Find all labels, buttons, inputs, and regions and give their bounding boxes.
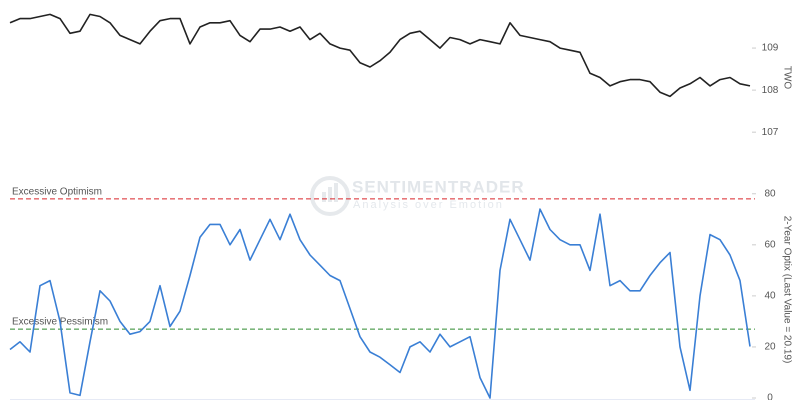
data-line <box>9 13 751 98</box>
y-tick-label: 60 <box>764 239 776 250</box>
y-tick-label: 0 <box>767 393 773 400</box>
y-tick-label: 108 <box>762 85 779 96</box>
y-axis-label: TWO <box>781 66 792 90</box>
y-tick-label: 80 <box>764 188 776 199</box>
watermark-title: SENTIMENTRADER <box>352 177 525 196</box>
y-tick-label: 109 <box>762 43 779 54</box>
y-axis-label: 2-Year Optix (Last Value = 20.19) <box>781 216 792 364</box>
y-tick-label: 107 <box>762 127 779 138</box>
watermark-logo <box>310 176 350 216</box>
threshold-label: Excessive Optimism <box>12 187 102 198</box>
y-tick-label: 40 <box>764 291 776 302</box>
data-line <box>9 208 751 399</box>
watermark-subtitle: Analysis over Emotion <box>353 199 504 211</box>
y-tick-label: 20 <box>764 342 776 353</box>
